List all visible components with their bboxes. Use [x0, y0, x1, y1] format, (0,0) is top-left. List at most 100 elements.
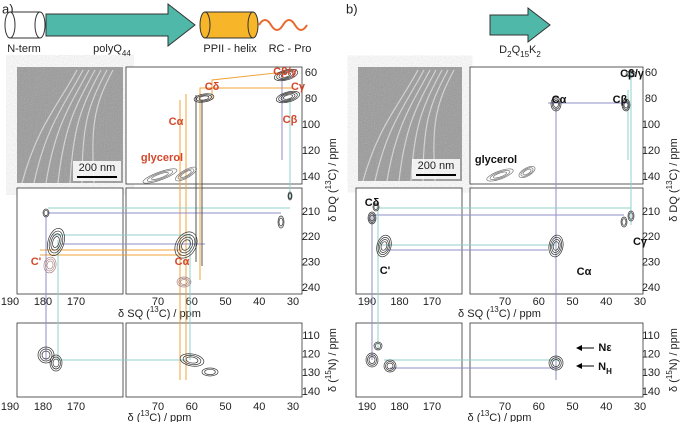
tick-label: 40 [253, 296, 265, 308]
tick-label: 50 [566, 401, 578, 413]
contour [196, 94, 212, 102]
contour [365, 352, 379, 368]
contour [383, 359, 397, 373]
peak-label: Cδ [365, 197, 380, 209]
text-part: C) / ppm [499, 308, 541, 320]
contour [368, 356, 376, 364]
contour [49, 354, 63, 372]
tick-label: 190 [1, 296, 19, 308]
contour [373, 341, 383, 351]
contour [367, 354, 377, 366]
contour [550, 357, 562, 369]
tick-label: 170 [423, 401, 441, 413]
tick-label: 30 [634, 296, 646, 308]
cyl-end [199, 11, 211, 39]
tick-label: 180 [390, 296, 408, 308]
arrow-head [576, 345, 582, 351]
peak-label: Cβ/γ [273, 66, 298, 78]
tick-label: 140 [642, 171, 660, 183]
text-part: 15 [665, 370, 674, 379]
contour [276, 70, 296, 80]
text-part: N) / ppm [327, 328, 339, 370]
contour [50, 233, 62, 251]
tick-label: 140 [302, 171, 320, 183]
scale-bar-label: 200 nm [79, 162, 116, 174]
text-part: 44 [122, 49, 131, 58]
schematic-label: N-term [7, 43, 41, 55]
tick-label: 130 [642, 367, 660, 379]
tick-label: 30 [287, 296, 299, 308]
contour [628, 212, 634, 220]
tick-label: 190 [1, 401, 19, 413]
contour [39, 348, 53, 362]
contour [549, 236, 563, 256]
tick-label: 60 [186, 401, 198, 413]
tick-label: 180 [34, 296, 52, 308]
contour [182, 354, 202, 366]
text-part: 13 [150, 305, 159, 314]
contour [48, 230, 64, 254]
tick-label: 180 [390, 401, 408, 413]
tick-label: 60 [533, 401, 545, 413]
tick-label: 110 [642, 330, 660, 342]
contour [552, 359, 560, 367]
peak-label: Cβ [613, 94, 628, 106]
contour [204, 368, 216, 376]
tick-label: 70 [499, 296, 511, 308]
panel-label: a) [2, 1, 14, 16]
contour [278, 217, 284, 227]
contour [177, 168, 195, 180]
contour [179, 353, 205, 367]
contour [151, 172, 169, 180]
contour [277, 215, 285, 229]
peak-label: Cβ [283, 114, 298, 126]
text-part: C) / ppm [149, 412, 191, 422]
contour [142, 168, 178, 184]
tick-label: 210 [642, 206, 660, 218]
tick-label: 40 [600, 401, 612, 413]
tick-label: 120 [302, 349, 320, 361]
contour [372, 202, 380, 212]
tick-label: 210 [302, 206, 320, 218]
cyl-end [247, 11, 259, 39]
contour [373, 203, 379, 211]
contour [377, 237, 391, 255]
tick-label: 40 [253, 401, 265, 413]
schematic-label: D2Q15K2 [499, 44, 541, 59]
tick-label: 180 [34, 401, 52, 413]
contour [43, 209, 49, 217]
tick-label: 50 [566, 296, 578, 308]
tick-label: 30 [287, 401, 299, 413]
text-part: 2 [507, 50, 512, 59]
tick-label: 230 [642, 257, 660, 269]
contour [52, 236, 60, 248]
fibril [398, 69, 437, 182]
contour [385, 361, 395, 371]
axis-title: δ (13C) / ppm [468, 409, 532, 422]
tick-label: 170 [67, 296, 85, 308]
peak-label: Cα [169, 116, 184, 128]
contour [198, 95, 210, 101]
contour [280, 72, 292, 78]
text-part: 13 [665, 180, 674, 189]
construct-arrow [489, 6, 551, 44]
tick-label: 100 [642, 119, 660, 131]
contour [621, 98, 631, 112]
contour [288, 192, 292, 200]
text-part: C) / ppm [668, 138, 680, 180]
text-part: H [606, 367, 612, 376]
contour [627, 210, 635, 222]
text-part: 13 [140, 409, 149, 418]
contour [369, 214, 375, 222]
contour [146, 170, 174, 182]
contour [174, 231, 198, 259]
text-part: δ ( [468, 412, 481, 422]
contour [551, 98, 561, 110]
text-part: δ ( [668, 379, 680, 392]
contour [493, 171, 507, 179]
contour [42, 208, 50, 218]
axis-title: δ DQ (13C) / ppm [324, 138, 339, 222]
tick-label: 80 [645, 93, 657, 105]
guide-line [199, 87, 292, 280]
peak-label: C' [380, 265, 391, 277]
